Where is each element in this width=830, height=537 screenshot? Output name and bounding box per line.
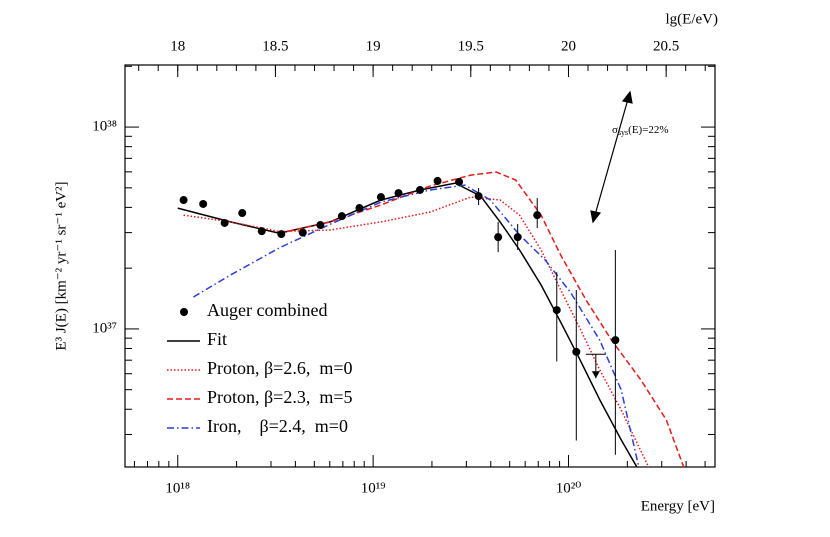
upper-limit-head bbox=[591, 371, 600, 379]
data-point bbox=[238, 209, 247, 218]
data-point bbox=[611, 336, 620, 345]
data-point bbox=[416, 185, 424, 194]
data-point bbox=[533, 211, 542, 220]
x-tick-label: 18 bbox=[170, 38, 185, 54]
data-point bbox=[337, 212, 346, 221]
data-point bbox=[220, 218, 229, 227]
x-tick-label: 18.5 bbox=[262, 38, 288, 54]
plot-frame bbox=[124, 64, 716, 468]
x-tick-label: 20.5 bbox=[653, 38, 679, 54]
curve bbox=[177, 182, 638, 468]
data-point bbox=[394, 189, 403, 198]
data-point bbox=[474, 192, 483, 201]
data-point bbox=[494, 233, 503, 242]
data-point bbox=[316, 221, 325, 230]
data-point bbox=[298, 228, 307, 237]
curve bbox=[183, 196, 650, 468]
legend-label: Proton, β=2.6, m=0 bbox=[207, 358, 352, 378]
x-tick-label: 19 bbox=[366, 38, 381, 54]
data-point bbox=[199, 199, 208, 208]
data-point bbox=[277, 230, 286, 239]
x2-tick-label: 10¹⁹ bbox=[361, 480, 386, 496]
x2-tick-label: 10²⁰ bbox=[556, 480, 582, 496]
legend-label: Proton, β=2.3, m=5 bbox=[207, 387, 352, 407]
x2-tick-label: 10¹⁸ bbox=[165, 480, 190, 496]
data-point bbox=[179, 196, 188, 205]
data-point bbox=[376, 193, 385, 202]
x-tick-label: 20 bbox=[561, 38, 576, 54]
sys-symbol: σ bbox=[612, 124, 618, 136]
sys-arrow-head bbox=[590, 210, 602, 224]
x2-axis-label: lg(E/eV) bbox=[666, 11, 718, 27]
data-point bbox=[552, 306, 561, 315]
sys-text: (E)=22% bbox=[628, 124, 668, 136]
sys-arrow bbox=[590, 90, 633, 224]
legend-label: Iron, β=2.4, m=0 bbox=[207, 416, 348, 436]
data-point bbox=[513, 233, 522, 242]
data-point bbox=[455, 177, 464, 186]
sys-annotation: σsys(E)=22% bbox=[612, 124, 669, 137]
sys-arrow-line bbox=[592, 91, 631, 223]
legend-label: Fit bbox=[207, 329, 227, 349]
legend-marker bbox=[180, 308, 188, 316]
data-point bbox=[572, 347, 581, 356]
y-tick-label: 10³⁷ bbox=[92, 320, 117, 336]
data-point bbox=[433, 176, 442, 185]
legend-label: Auger combined bbox=[207, 300, 327, 320]
sys-arrow-head bbox=[621, 90, 633, 104]
data-point bbox=[257, 227, 266, 236]
sys-sub: sys bbox=[618, 128, 628, 137]
y-tick-label: 10³⁸ bbox=[92, 119, 117, 135]
y-axis-label: E³ J(E) [km⁻² yr⁻¹ sr⁻¹ eV²] bbox=[53, 181, 69, 350]
data-point bbox=[355, 204, 364, 213]
x-axis-label: Energy [eV] bbox=[641, 498, 715, 514]
x-tick-label: 19.5 bbox=[458, 38, 484, 54]
